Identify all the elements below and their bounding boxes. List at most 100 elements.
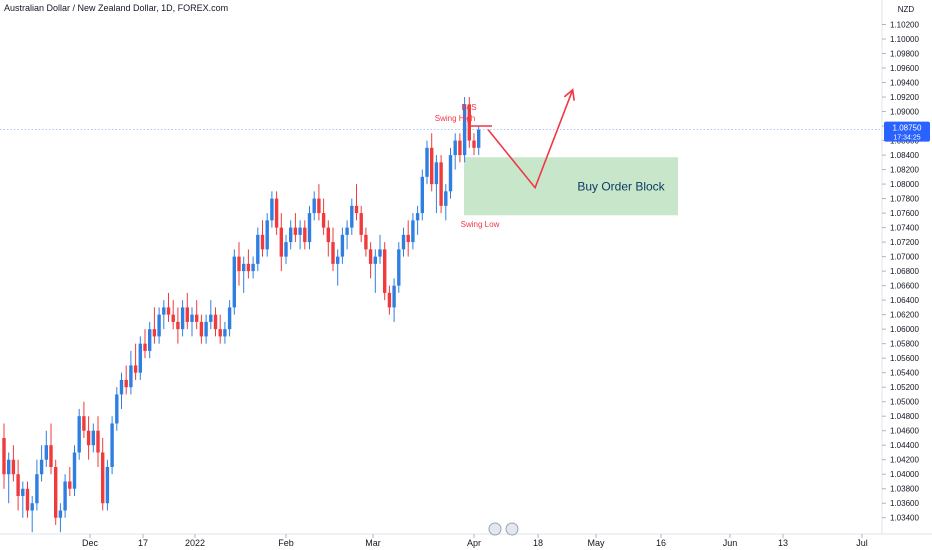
candle-body <box>246 263 251 272</box>
candle <box>345 220 349 250</box>
time-tick-label: May <box>587 538 605 548</box>
candle <box>340 227 345 264</box>
candle-body <box>54 466 58 518</box>
candle-body <box>124 379 128 388</box>
price-tick-label: 1.07800 <box>890 195 919 204</box>
price-tick-label: 1.07000 <box>890 253 919 262</box>
candle <box>242 256 246 293</box>
candle <box>209 300 213 330</box>
candle <box>265 213 269 257</box>
candle-body <box>2 437 6 475</box>
time-tick-label: 13 <box>778 538 788 548</box>
candle <box>368 242 373 279</box>
candle <box>68 466 72 496</box>
price-tick-label: 1.05800 <box>890 340 919 349</box>
price-badge-box <box>884 121 930 142</box>
candle-body <box>39 459 44 475</box>
candle <box>105 459 110 511</box>
buy-order-block-label: Buy Order Block <box>577 179 665 193</box>
candle-body <box>190 314 194 322</box>
projection-arrowhead <box>563 88 575 101</box>
candle <box>223 321 227 344</box>
candle <box>39 445 44 482</box>
candle <box>180 300 185 337</box>
candle-body <box>242 263 246 272</box>
candle-body <box>458 140 462 156</box>
candle-body <box>448 155 453 192</box>
candle-body <box>401 234 406 250</box>
currency-label: NZD <box>898 5 915 14</box>
bottom-toolbar-icons[interactable] <box>488 522 519 536</box>
candle-body <box>340 234 345 257</box>
candle-body <box>373 256 377 264</box>
time-tick-label: Dec <box>82 538 99 548</box>
price-tick-label: 1.07600 <box>890 209 919 218</box>
price-tick-label: 1.05400 <box>890 369 919 378</box>
candle-body <box>96 430 100 453</box>
candle <box>415 205 420 235</box>
candle <box>293 213 298 243</box>
candle <box>350 198 354 235</box>
price-tick-label: 1.04800 <box>890 412 919 421</box>
candle <box>354 184 359 221</box>
candle-body <box>218 329 222 337</box>
time-tick-label: 18 <box>533 538 543 548</box>
price-tick-label: 1.06200 <box>890 311 919 320</box>
candles <box>2 97 481 533</box>
candle-body <box>453 140 457 156</box>
candle <box>101 437 105 511</box>
candle <box>133 343 138 380</box>
candle <box>218 314 222 344</box>
candle <box>227 300 232 337</box>
candle <box>307 205 312 250</box>
buy-order-block-layer: Buy Order Block <box>464 157 678 216</box>
candle <box>317 184 321 221</box>
candle <box>472 133 476 156</box>
snapshot-icon[interactable] <box>505 522 519 536</box>
candle-body <box>392 285 396 308</box>
price-tick-label: 1.07200 <box>890 238 919 247</box>
candle-body <box>321 213 326 228</box>
candle <box>176 307 180 344</box>
candle-body <box>345 227 349 235</box>
candle-body <box>86 430 91 446</box>
candle <box>383 242 387 301</box>
candle <box>195 300 199 330</box>
price-tick-label: 1.08400 <box>890 151 919 160</box>
candle <box>439 155 443 214</box>
candle <box>373 249 377 293</box>
price-tick-label: 1.03800 <box>890 485 919 494</box>
candle-body <box>101 452 105 504</box>
time-axis[interactable]: Dec 17 2022 Feb Mar Apr 18 May 16 Jun 13 Jul <box>82 534 868 548</box>
candle <box>171 300 175 330</box>
candle-body <box>331 242 335 264</box>
candle <box>30 495 34 533</box>
candle <box>157 307 161 344</box>
candle-body <box>350 205 354 228</box>
candle <box>148 321 152 359</box>
candle-body <box>378 249 382 257</box>
candle <box>284 234 288 264</box>
candle <box>232 249 236 315</box>
candle <box>270 191 274 228</box>
current-price-badge: 1.08750 17:34:25 <box>884 121 930 142</box>
candle-body <box>152 329 157 337</box>
candle <box>204 314 208 344</box>
candle-body <box>472 140 476 148</box>
candle <box>115 387 119 431</box>
replay-icon[interactable] <box>488 522 502 536</box>
candle <box>213 307 218 337</box>
candle <box>420 169 424 221</box>
candle <box>303 220 307 250</box>
candle <box>7 452 11 504</box>
candle <box>246 249 251 279</box>
price-tick-label: 1.05200 <box>890 383 919 392</box>
candle-body <box>68 481 72 489</box>
candle <box>54 459 58 525</box>
price-tick-label: 1.08200 <box>890 166 919 175</box>
candle-body <box>72 452 77 489</box>
candle <box>162 300 166 330</box>
time-tick-label: Jul <box>856 538 868 548</box>
candle-body <box>359 213 363 235</box>
